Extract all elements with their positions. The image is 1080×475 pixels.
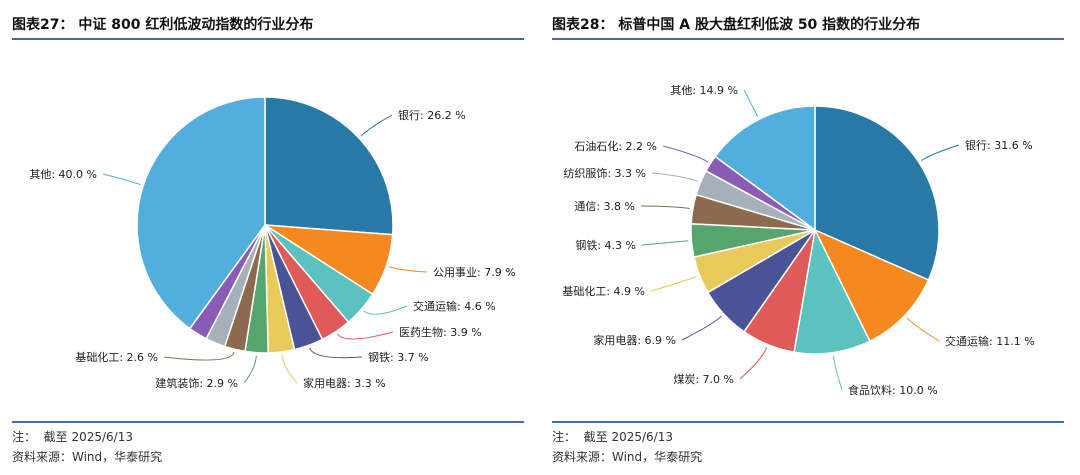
- data-label: 食品饮料: 10.0 %: [848, 383, 938, 397]
- pie-slice: [714, 105, 816, 232]
- chart-panel-28: 图表28： 标普中国 A 股大盘红利低波 50 指数的行业分布 银行: 31.6…: [552, 0, 1077, 475]
- divider: [12, 38, 524, 40]
- chart-source: 资料来源：Wind，华泰研究: [552, 450, 703, 464]
- data-label: 银行: 31.6 %: [965, 138, 1033, 152]
- leader-line: [640, 205, 690, 210]
- leader-line: [650, 275, 697, 292]
- data-label: 石油石化: 2.2 %: [574, 139, 657, 153]
- leader-line: [641, 240, 689, 246]
- data-label: 其他: 14.9 %: [670, 84, 738, 97]
- leader-line: [921, 144, 960, 162]
- divider: [552, 38, 1064, 40]
- data-label: 基础化工: 4.9 %: [562, 284, 645, 298]
- leader-line: [681, 315, 722, 341]
- chart-note: 注： 截至 2025/6/13: [12, 430, 133, 444]
- leader-line: [163, 352, 235, 361]
- data-label: 通信: 3.8 %: [574, 200, 635, 213]
- leader-line: [651, 172, 698, 182]
- leader-line: [337, 331, 394, 340]
- data-label: 建筑装饰: 2.9 %: [155, 376, 238, 390]
- leader-line: [389, 266, 428, 273]
- chart-title: 图表27： 中证 800 红利低波动指数的行业分布: [12, 17, 314, 33]
- leader-line: [102, 173, 141, 185]
- chart-source: 资料来源：Wind，华泰研究: [12, 450, 163, 464]
- leader-line: [363, 305, 408, 315]
- pie-slice: [814, 105, 940, 281]
- data-label: 交通运输: 4.6 %: [413, 299, 496, 313]
- data-label: 交通运输: 11.1 %: [945, 334, 1035, 348]
- chart-title: 图表28： 标普中国 A 股大盘红利低波 50 指数的行业分布: [552, 17, 921, 33]
- data-label: 医药生物: 3.9 %: [399, 325, 482, 339]
- data-label: 钢铁: 4.3 %: [575, 239, 636, 252]
- leader-line: [662, 145, 709, 163]
- leader-line: [743, 89, 759, 117]
- data-label: 基础化工: 2.6 %: [75, 350, 158, 364]
- pie-chart: 银行: 26.2 % 公用事业: 7.9 % 交通运输: 4.6 % 医药生物: 3.…: [29, 96, 516, 390]
- data-label: 家用电器: 6.9 %: [593, 333, 676, 347]
- leader-line: [243, 355, 257, 384]
- data-label: 煤炭: 7.0 %: [673, 373, 734, 386]
- chart-panel-27: 图表27： 中证 800 红利低波动指数的行业分布 银行: 26.2 % 公用事业…: [12, 0, 537, 475]
- leader-line: [906, 317, 940, 342]
- data-label: 纺织服饰: 3.3 %: [563, 166, 646, 180]
- leader-line: [309, 347, 363, 359]
- leader-line: [739, 347, 768, 380]
- pie-slice: [813, 228, 930, 343]
- pie-chart: 银行: 31.6 % 交通运输: 11.1 % 食品饮料: 10.0 % 煤炭: 7.…: [562, 84, 1035, 397]
- leader-line: [360, 114, 393, 137]
- leader-line: [832, 355, 843, 391]
- data-label: 公用事业: 7.9 %: [433, 266, 516, 279]
- data-label: 家用电器: 3.3 %: [303, 376, 386, 390]
- pie-slice: [793, 227, 871, 355]
- divider: [552, 421, 1064, 423]
- chart-note: 注： 截至 2025/6/13: [552, 430, 673, 444]
- divider: [12, 421, 524, 423]
- data-label: 其他: 40.0 %: [29, 168, 97, 181]
- data-label: 钢铁: 3.7 %: [368, 351, 429, 364]
- leader-line: [281, 354, 298, 384]
- data-label: 银行: 26.2 %: [398, 108, 466, 122]
- pie-slice: [264, 96, 394, 236]
- pie-slice: [136, 96, 266, 330]
